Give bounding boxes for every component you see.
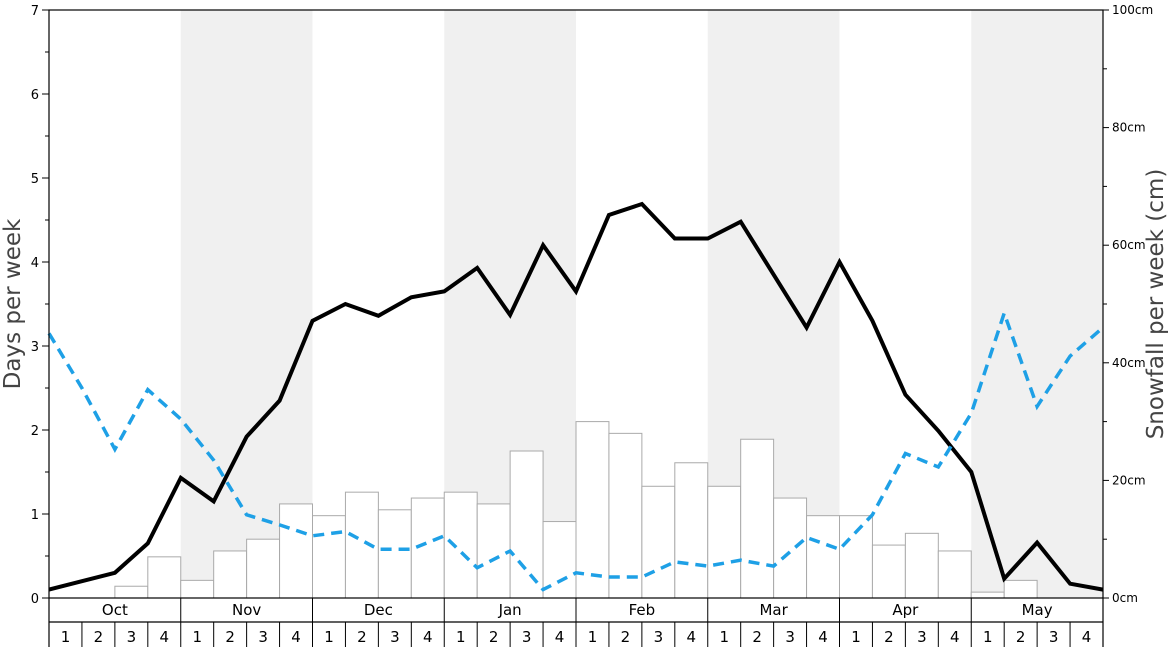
- solid-line-series: [48, 201, 1104, 592]
- month-label-nov: Nov: [232, 601, 261, 619]
- week-label: 4: [950, 628, 960, 646]
- month-label-dec: Dec: [364, 601, 393, 619]
- y-right-tick-label: 60cm: [1112, 238, 1146, 252]
- snowfall-bar: [410, 497, 445, 599]
- month-label-may: May: [1022, 601, 1053, 619]
- snowfall-bar: [575, 421, 610, 599]
- y-left-tick-label: 6: [31, 88, 39, 103]
- snowfall-bar: [806, 515, 840, 599]
- snowfall-bar: [279, 503, 313, 599]
- week-label: 3: [127, 628, 137, 646]
- y-left-tick-label: 7: [31, 4, 39, 19]
- week-label: 2: [621, 628, 631, 646]
- snowfall-bar: [707, 485, 742, 599]
- week-label: 1: [983, 628, 993, 646]
- snowfall-bar: [476, 503, 511, 599]
- snowfall-bar: [377, 509, 412, 599]
- snowfall-bar: [443, 491, 478, 599]
- snowfall-bar: [1003, 579, 1038, 599]
- y-axis-left-label: Days per week: [0, 218, 26, 389]
- snowfall-bar: [312, 515, 346, 599]
- week-label: 4: [291, 628, 301, 646]
- y-left-tick-label: 5: [31, 172, 39, 187]
- week-label: 2: [357, 628, 367, 646]
- week-label: 3: [917, 628, 927, 646]
- week-label: 2: [752, 628, 762, 646]
- month-shade-nov: [180, 10, 313, 598]
- dashed-line-series: [47, 307, 1105, 592]
- week-label: 3: [1049, 628, 1059, 646]
- y-axis-right-label: Snowfall per week (cm): [1143, 169, 1168, 440]
- week-label: 2: [1016, 628, 1026, 646]
- y-left-tick-label: 2: [31, 424, 39, 439]
- day-lines: [47, 201, 1105, 592]
- snowfall-bar: [970, 591, 1005, 599]
- week-label: 4: [818, 628, 828, 646]
- y-left-tick-label: 3: [31, 340, 39, 355]
- week-label: 1: [324, 628, 334, 646]
- month-label-oct: Oct: [102, 601, 128, 619]
- snowfall-bar: [509, 450, 544, 599]
- y-left-tick-label: 4: [31, 256, 39, 271]
- week-label: 1: [588, 628, 598, 646]
- snowfall-bar: [641, 485, 676, 599]
- week-label: 2: [94, 628, 104, 646]
- snowfall-bar: [839, 515, 873, 599]
- snowfall-bar: [871, 544, 906, 599]
- snowfall-bar: [213, 550, 248, 599]
- y-left-tick-label: 1: [31, 508, 39, 523]
- week-label: 4: [1082, 628, 1092, 646]
- week-label: 3: [258, 628, 268, 646]
- week-label: 1: [851, 628, 861, 646]
- week-label: 3: [654, 628, 664, 646]
- month-label-feb: Feb: [629, 601, 656, 619]
- week-label: 4: [423, 628, 433, 646]
- month-shade-may: [971, 10, 1103, 598]
- y-left-tick-label: 0: [31, 592, 39, 607]
- week-label: 1: [192, 628, 202, 646]
- week-label: 3: [785, 628, 795, 646]
- month-label-jan: Jan: [498, 601, 522, 619]
- week-label: 4: [555, 628, 565, 646]
- snowfall-bar: [674, 462, 709, 599]
- week-label: 2: [884, 628, 894, 646]
- y-right-tick-label: 100cm: [1112, 3, 1153, 17]
- y-right-tick-label: 40cm: [1112, 356, 1146, 370]
- snowfall-bar: [147, 556, 182, 599]
- week-label: 3: [390, 628, 400, 646]
- snowfall-bar: [740, 438, 775, 599]
- y-right-tick-label: 0cm: [1112, 591, 1138, 605]
- snowfall-bar: [904, 532, 939, 599]
- week-label: 3: [522, 628, 532, 646]
- month-label-apr: Apr: [892, 601, 919, 619]
- week-label: 4: [687, 628, 697, 646]
- snowfall-bar: [773, 497, 808, 599]
- snowfall-bar: [114, 585, 149, 599]
- axis-labels: 0 1 2 3 4 5 6 7 0cm 20cm 40cm 60cm 80cm 100cm Oct Nov De…: [31, 3, 1153, 646]
- axes: [42, 9, 1109, 647]
- week-label: 4: [160, 628, 170, 646]
- month-label-mar: Mar: [759, 601, 788, 619]
- week-label: 1: [456, 628, 466, 646]
- snowfall-bar: [937, 550, 972, 599]
- y-right-tick-label: 80cm: [1112, 121, 1146, 135]
- snowfall-bar: [246, 538, 281, 599]
- snowfall-bars: [114, 421, 1038, 599]
- snowfall-bar: [180, 579, 215, 599]
- y-right-tick-label: 20cm: [1112, 473, 1146, 487]
- week-label: 1: [61, 628, 71, 646]
- week-label: 1: [719, 628, 729, 646]
- week-label: 2: [489, 628, 499, 646]
- snowfall-bar: [608, 432, 643, 599]
- week-label: 2: [225, 628, 235, 646]
